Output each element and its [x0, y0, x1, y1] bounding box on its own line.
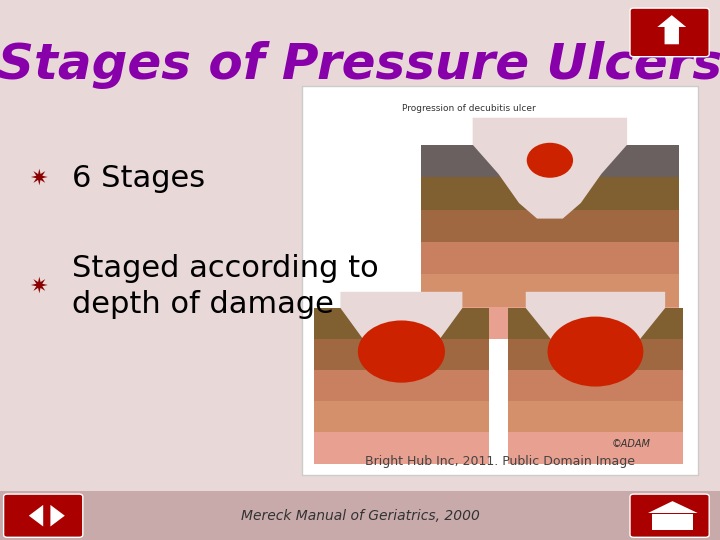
Text: Progression of decubitis ulcer: Progression of decubitis ulcer — [402, 104, 536, 112]
Bar — [508, 433, 683, 463]
Polygon shape — [473, 118, 627, 219]
Polygon shape — [648, 501, 698, 513]
Bar — [508, 339, 683, 370]
Polygon shape — [341, 292, 462, 355]
Polygon shape — [652, 514, 693, 530]
Polygon shape — [50, 505, 65, 526]
Bar — [314, 401, 488, 433]
Bar — [314, 433, 488, 463]
Text: Mereck Manual of Geriatrics, 2000: Mereck Manual of Geriatrics, 2000 — [240, 509, 480, 523]
Text: ©ADAM: ©ADAM — [612, 439, 651, 449]
Bar — [421, 177, 679, 210]
Polygon shape — [29, 505, 43, 526]
Bar — [508, 308, 683, 339]
FancyBboxPatch shape — [630, 494, 709, 537]
Bar — [508, 401, 683, 433]
Bar — [314, 370, 488, 401]
Text: ✷: ✷ — [29, 276, 48, 296]
Text: 6 Stages: 6 Stages — [72, 164, 205, 193]
Bar — [421, 210, 679, 242]
Bar — [421, 274, 679, 307]
Text: Stages of Pressure Ulcers: Stages of Pressure Ulcers — [0, 41, 720, 89]
Ellipse shape — [547, 316, 644, 387]
Bar — [421, 145, 679, 177]
Bar — [314, 308, 488, 339]
Bar — [314, 339, 488, 370]
Text: Staged according to
depth of damage: Staged according to depth of damage — [72, 254, 379, 319]
Bar — [421, 242, 679, 274]
Bar — [0, 491, 720, 540]
Bar — [508, 370, 683, 401]
Bar — [421, 307, 679, 339]
Text: Bright Hub Inc, 2011. Public Domain Image: Bright Hub Inc, 2011. Public Domain Imag… — [366, 455, 636, 468]
Polygon shape — [526, 292, 665, 362]
Bar — [302, 86, 698, 475]
FancyBboxPatch shape — [630, 8, 709, 57]
Ellipse shape — [358, 320, 445, 383]
Polygon shape — [657, 15, 686, 44]
Text: ✷: ✷ — [29, 168, 48, 188]
Ellipse shape — [527, 143, 573, 178]
FancyBboxPatch shape — [4, 494, 83, 537]
